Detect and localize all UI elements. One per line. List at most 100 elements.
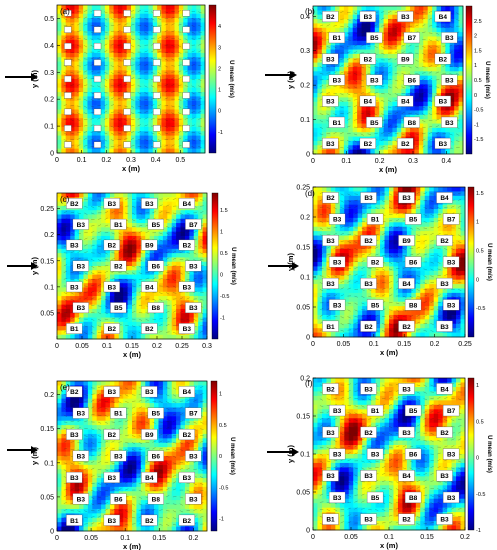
field-cell	[202, 193, 208, 198]
field-cell	[74, 313, 80, 318]
field-cell	[61, 326, 67, 331]
field-cell	[176, 304, 181, 310]
field-cell	[78, 109, 84, 115]
field-cell	[383, 40, 389, 46]
vector-arrow	[145, 318, 149, 321]
field-cell	[79, 334, 84, 340]
vector-arrow	[90, 85, 95, 87]
field-cell	[162, 231, 168, 237]
field-cell	[396, 119, 402, 124]
field-cell	[127, 283, 133, 288]
field-cell	[396, 45, 402, 50]
field-cell	[74, 18, 80, 23]
field-cell	[131, 70, 136, 76]
vector-arrow	[125, 232, 129, 234]
field-cell	[96, 105, 101, 110]
field-cell	[74, 105, 80, 110]
field-cell	[200, 48, 206, 54]
field-cell	[96, 235, 102, 241]
field-cell	[152, 96, 158, 102]
field-cell	[326, 106, 332, 111]
vector-arrow	[172, 226, 177, 228]
vector-arrow	[159, 318, 163, 320]
field-cell	[78, 135, 84, 141]
field-cell	[374, 14, 380, 20]
field-cell	[70, 5, 75, 10]
field-cell	[135, 61, 141, 67]
field-cell	[127, 248, 133, 254]
field-cell	[165, 148, 171, 154]
vector-arrow	[70, 212, 75, 214]
field-cell	[70, 291, 76, 297]
vector-arrow	[360, 92, 365, 94]
field-cell	[410, 62, 415, 68]
field-cell	[436, 114, 442, 120]
field-cell	[57, 18, 62, 23]
field-cell	[70, 61, 75, 67]
field-cell	[427, 123, 433, 129]
field-cell	[126, 22, 132, 28]
vector-arrow	[387, 118, 392, 121]
field-cell	[335, 71, 340, 77]
field-cell	[174, 118, 180, 123]
vector-arrow	[422, 46, 426, 48]
field-cell	[374, 140, 380, 146]
vector-arrow	[77, 125, 81, 127]
field-cell	[135, 18, 141, 23]
field-cell	[174, 39, 180, 45]
field-cell	[113, 109, 119, 115]
field-cell	[198, 278, 203, 284]
field-cell	[317, 23, 323, 29]
field-cell	[187, 83, 193, 89]
field-cell	[87, 210, 93, 215]
field-cell	[109, 87, 114, 93]
field-cell	[109, 253, 115, 258]
field-cell	[96, 52, 101, 58]
vector-arrow	[198, 118, 202, 120]
field-cell	[65, 227, 71, 233]
field-cell	[83, 291, 89, 297]
field-cell	[149, 278, 155, 284]
field-cell	[78, 87, 84, 93]
field-cell	[392, 136, 398, 142]
field-cell	[70, 13, 75, 19]
field-cell	[104, 131, 110, 136]
field-cell	[145, 308, 151, 314]
field-cell	[74, 48, 80, 54]
vector-arrow	[84, 244, 88, 247]
field-cell	[352, 101, 358, 107]
field-cell	[317, 132, 323, 137]
field-cell	[183, 70, 188, 76]
field-cell	[139, 122, 145, 128]
field-cell	[187, 139, 193, 145]
field-cell	[388, 53, 393, 59]
field-cell	[96, 231, 102, 237]
vector-arrow	[91, 259, 95, 261]
field-cell	[167, 240, 173, 245]
field-cell	[440, 6, 446, 11]
block	[322, 95, 339, 107]
vector-arrow	[110, 91, 115, 93]
field-cell	[61, 291, 67, 297]
field-cell	[200, 9, 206, 15]
field-cell	[136, 231, 142, 237]
field-cell	[61, 65, 67, 71]
vector-arrow	[449, 111, 453, 114]
field-cell	[114, 274, 120, 280]
field-cell	[74, 109, 80, 115]
block	[64, 141, 72, 148]
field-cell	[191, 57, 197, 62]
field-cell	[171, 304, 177, 310]
field-cell	[167, 270, 173, 275]
field-cell	[87, 235, 93, 241]
field-cell	[414, 84, 420, 90]
vector-arrow	[340, 147, 344, 149]
field-cell	[321, 27, 327, 33]
field-cell	[427, 136, 433, 142]
colorbar-tick-label: -1	[218, 130, 223, 136]
x-tick-label: 0.2	[101, 157, 111, 164]
field-cell	[196, 118, 202, 123]
field-cell	[101, 266, 106, 271]
vector-arrow	[171, 105, 175, 108]
field-cell	[383, 71, 389, 77]
